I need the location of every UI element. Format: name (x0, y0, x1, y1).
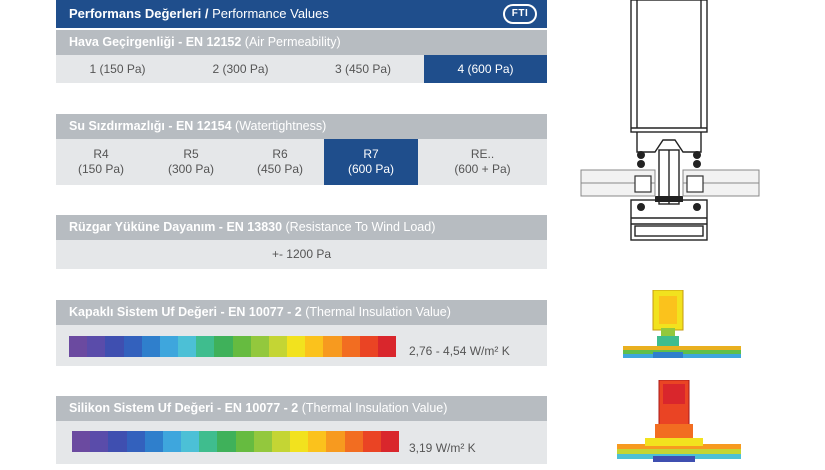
color-scale-swatch (105, 336, 124, 357)
air-permeability-section: Hava Geçirgenliği - EN 12152 (Air Permea… (56, 30, 547, 83)
air-option-3: 3 (450 Pa) (334, 62, 392, 76)
color-scale-swatch (90, 431, 109, 452)
color-scale-swatch (250, 336, 269, 357)
thermal-simulation-capped-image (623, 290, 741, 358)
color-scale-swatch (144, 431, 163, 452)
air-option-4-selected: 4 (600 Pa) (424, 55, 547, 83)
color-scale-swatch (308, 431, 327, 452)
color-scale-swatch (253, 431, 272, 452)
thermal-capped-value: 2,76 - 4,54 W/m² K (409, 344, 510, 358)
air-option-2: 2 (300 Pa) (212, 62, 269, 76)
color-scale-swatch (126, 431, 145, 452)
color-scale-swatch (290, 431, 309, 452)
thermal-silicone-value: 3,19 W/m² K (409, 441, 476, 455)
color-scale-swatch (362, 431, 381, 452)
color-scale-swatch (344, 431, 363, 452)
profile-section-drawing (580, 0, 760, 241)
wind-load-title: Rüzgar Yüküne Dayanım - EN 13830 (Resist… (56, 215, 547, 240)
color-scale-swatch (377, 336, 397, 357)
header-title-tr: Performans Değerleri (69, 6, 202, 21)
color-scale-swatch (271, 431, 291, 452)
watertightness-options: R4 (150 Pa) R5 (300 Pa) R6 (450 Pa) R7 (600 … (56, 139, 547, 185)
color-scale-swatch (268, 336, 288, 357)
color-scale-swatch (159, 336, 179, 357)
thermal-capped-color-scale (69, 336, 397, 357)
fti-logo: FTI (503, 4, 537, 24)
color-scale-swatch (341, 336, 360, 357)
color-scale-swatch (235, 431, 254, 452)
header-title-en: Performance Values (212, 6, 329, 21)
air-permeability-options: 1 (150 Pa) 2 (300 Pa) 3 (450 Pa) 4 (600 … (56, 55, 547, 83)
color-scale-swatch (196, 336, 215, 357)
color-scale-swatch (359, 336, 378, 357)
watertightness-title: Su Sızdırmazlığı - EN 12154 (Watertightn… (56, 114, 547, 139)
color-scale-swatch (287, 336, 306, 357)
color-scale-swatch (178, 336, 197, 357)
wind-load-value-row: +- 1200 Pa (56, 240, 547, 269)
color-scale-swatch (87, 336, 106, 357)
air-permeability-title: Hava Geçirgenliği - EN 12152 (Air Permea… (56, 30, 547, 55)
water-option-re: RE.. (600 + Pa) (454, 147, 511, 176)
color-scale-swatch (199, 431, 218, 452)
color-scale-swatch (380, 431, 400, 452)
air-option-1: 1 (150 Pa) (89, 62, 146, 76)
header-separator: / (201, 6, 213, 21)
color-scale-swatch (326, 431, 345, 452)
color-scale-swatch (69, 336, 88, 357)
wind-load-value: +- 1200 Pa (271, 247, 332, 261)
color-scale-swatch (214, 336, 233, 357)
thermal-silicone-title: Silikon Sistem Uf Değeri - EN 10077 - 2 … (56, 396, 547, 421)
thermal-simulation-silicone-image (617, 380, 741, 462)
water-option-r6: R6 (450 Pa) (256, 147, 304, 176)
color-scale-swatch (72, 431, 91, 452)
watertightness-section: Su Sızdırmazlığı - EN 12154 (Watertightn… (56, 114, 547, 185)
color-scale-swatch (305, 336, 324, 357)
color-scale-swatch (181, 431, 200, 452)
color-scale-swatch (123, 336, 142, 357)
color-scale-swatch (162, 431, 182, 452)
color-scale-swatch (217, 431, 236, 452)
thermal-silicone-color-scale (72, 431, 400, 452)
thermal-capped-title: Kapaklı Sistem Uf Değeri - EN 10077 - 2 … (56, 300, 547, 325)
water-option-r4: R4 (150 Pa) (77, 147, 125, 176)
color-scale-swatch (141, 336, 160, 357)
color-scale-swatch (323, 336, 342, 357)
color-scale-swatch (108, 431, 127, 452)
water-option-r7-selected: R7 (600 Pa) (324, 139, 418, 185)
color-scale-swatch (232, 336, 251, 357)
wind-load-section: Rüzgar Yüküne Dayanım - EN 13830 (Resist… (56, 215, 547, 269)
thermal-silicone-section: Silikon Sistem Uf Değeri - EN 10077 - 2 … (56, 396, 547, 464)
water-option-r5: R5 (300 Pa) (167, 147, 215, 176)
performance-values-header: Performans Değerleri / Performance Value… (56, 0, 547, 28)
